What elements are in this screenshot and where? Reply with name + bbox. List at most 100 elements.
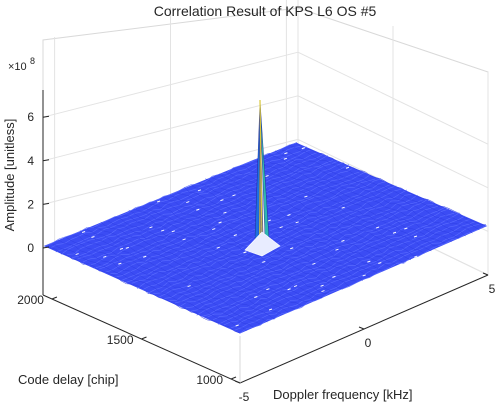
surface-mesh-line (191, 185, 384, 271)
surface-mesh-line (93, 226, 288, 313)
surface-speckle (254, 296, 258, 298)
z-tick-mark (42, 159, 50, 162)
surface-speckle (362, 274, 366, 277)
surface-speckle (125, 246, 129, 249)
surface-mesh-line (99, 164, 349, 270)
surface-mesh-line (149, 204, 343, 290)
surface-speckle (103, 255, 107, 258)
surface-speckle (149, 226, 153, 229)
surface-speckle (220, 199, 224, 202)
surface-speckle (182, 238, 186, 241)
surface-speckle (345, 166, 350, 169)
surface-speckle (321, 290, 325, 293)
surface-mesh-line (184, 187, 377, 273)
surface-mesh-line (198, 183, 391, 268)
surface-speckle (232, 194, 236, 197)
z-tick-label: 0 (27, 241, 34, 255)
surface-mesh-line (202, 208, 450, 317)
surface-mesh-line (44, 245, 241, 334)
surface-speckle (304, 195, 308, 198)
x-tick-label: 5 (489, 282, 496, 296)
y-tick-label: 2000 (17, 293, 44, 307)
surface-speckle (266, 288, 270, 291)
surface-mesh-line (128, 209, 323, 299)
peak-base (244, 231, 281, 257)
surface-speckle (187, 285, 191, 288)
x-tick-mark (234, 380, 241, 384)
correlation-peak (244, 99, 281, 257)
surface-speckle (212, 228, 216, 231)
y-axis-label: Code delay [chip] (18, 372, 118, 387)
surface-mesh-line (274, 150, 466, 237)
surface-speckle (341, 206, 345, 209)
z-axis-label: Amplitude [unitless] (2, 119, 17, 232)
surface-speckle (295, 221, 299, 224)
z-tick-mark (42, 115, 50, 118)
surface-mesh-line (77, 155, 328, 260)
surface-mesh-line (169, 194, 418, 301)
surface-speckle (268, 308, 273, 311)
surface-mesh-line (115, 172, 365, 278)
surface-mesh-line (177, 192, 370, 278)
y-tick-label: 1500 (107, 333, 134, 347)
surface-mesh-line (261, 157, 452, 242)
surface-speckle (293, 285, 298, 288)
surface-mesh-line (142, 207, 336, 291)
surface-speckle (196, 208, 200, 211)
surface-mesh-line (58, 239, 254, 328)
surface-mesh-line (180, 198, 429, 307)
z-axis: 0 2 4 6 (27, 90, 50, 255)
surface-mesh-line (72, 235, 268, 323)
surface-mesh-line (205, 178, 398, 265)
surface-speckle (404, 227, 408, 230)
surface-speckle (223, 211, 227, 214)
surface-mesh-line (104, 167, 355, 273)
surface-speckle (279, 226, 283, 229)
y-tick-label: 1000 (196, 373, 223, 387)
surface-mesh-line (196, 207, 444, 316)
surface-speckle (91, 236, 95, 238)
surface-mesh-line (239, 225, 487, 334)
surface-mesh-line (229, 221, 476, 329)
surface-mesh-line (121, 215, 316, 301)
surface-speckle (290, 247, 294, 250)
surface-speckle (283, 157, 288, 160)
surface-mesh-line (223, 218, 471, 326)
surface-speckle (301, 147, 305, 150)
surface-speckle (218, 221, 222, 224)
surface-speckle (75, 253, 79, 256)
surface-speckle (312, 262, 316, 265)
surface-speckle (233, 234, 237, 237)
surface-speckle (197, 189, 202, 192)
surface-mesh-line (86, 228, 282, 314)
surface-speckle (267, 219, 271, 222)
surface-speckle (186, 201, 190, 204)
surface-speckle (392, 231, 397, 234)
surface-speckle (375, 226, 380, 229)
surface-speckle (287, 288, 291, 291)
surface-mesh-line (66, 152, 318, 255)
surface-speckle (378, 262, 382, 264)
surface-speckle (332, 275, 336, 278)
surface-speckle (413, 235, 418, 238)
surface-mesh-line (212, 177, 405, 264)
x-tick-mark (482, 272, 489, 276)
peak-ridge (259, 99, 263, 239)
surface-mesh-line (100, 221, 295, 309)
surface-speckle (341, 239, 345, 242)
surface-mesh-line (295, 142, 486, 225)
surface-mesh-line (51, 243, 247, 331)
chart-title: Correlation Result of KPS L6 OS #5 (154, 3, 377, 19)
x-tick-label: 0 (365, 336, 372, 350)
surface-speckle (118, 262, 122, 265)
z-tick-label: 2 (27, 197, 34, 211)
surface-speckle (287, 214, 291, 216)
surface-mesh-line (120, 174, 371, 282)
surface-mesh-line (79, 230, 275, 320)
surface-mesh-line (44, 142, 297, 247)
surface-speckle (262, 260, 266, 263)
surface-speckle (81, 231, 86, 233)
y-tick-mark (230, 376, 237, 380)
surface-mesh-line (65, 236, 261, 325)
